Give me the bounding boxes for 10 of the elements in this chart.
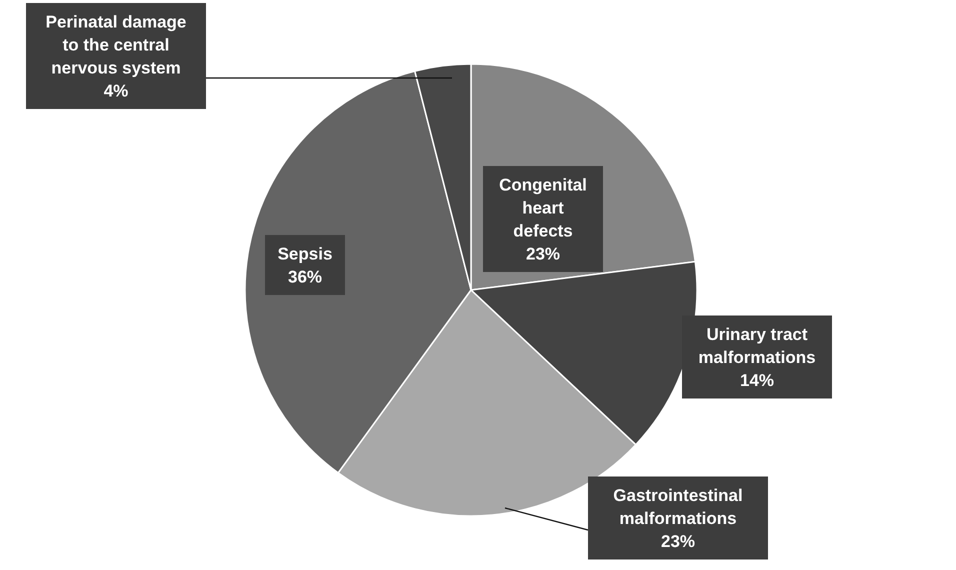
data-label: 36% [288,267,322,286]
slice-label: Perinatal damage to the central nervous system [46,12,186,78]
data-label: 4% [104,81,128,100]
slice-label: Gastrointestinal malformations [613,486,743,528]
slice-label: Urinary tract malformations [698,324,816,367]
slice-label: Congenital heart defects [499,175,587,240]
data-label: 14% [740,370,774,390]
slice-label: Sepsis [278,244,332,264]
data-label: 23% [526,244,560,264]
data-label: 23% [660,532,696,551]
